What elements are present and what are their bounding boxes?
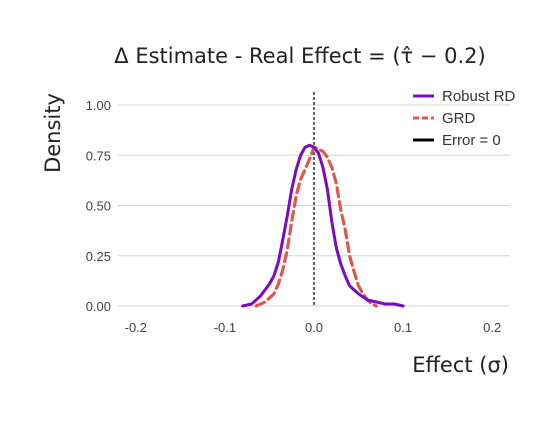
tick-layer: 0.00 0.25 0.50 0.75 1.00 -0.2 -0.1 0.0 0.1 0.2: [86, 98, 502, 335]
legend-label-grd: GRD: [442, 110, 476, 127]
chart-title: Δ Estimate - Real Effect = (τ̂ − 0.2): [114, 44, 485, 68]
y-tick-label: 0.50: [86, 199, 111, 214]
legend-label-robust-rd: Robust RD: [442, 88, 516, 105]
grid-layer: [118, 104, 510, 307]
legend-label-error-zero: Error = 0: [442, 132, 501, 149]
y-axis-label: Density: [41, 93, 65, 173]
x-tick-label: 0.0: [305, 320, 323, 335]
series-line-robust-rd: [241, 143, 405, 308]
legend: Robust RD GRD Error = 0: [413, 88, 516, 149]
y-tick-label: 1.00: [86, 98, 111, 113]
y-tick-label: 0.75: [86, 148, 111, 163]
x-tick-label: 0.1: [394, 320, 412, 335]
x-tick-label: -0.2: [125, 320, 147, 335]
x-tick-label: -0.1: [214, 320, 236, 335]
series-layer: [241, 143, 405, 308]
x-axis-label: Effect (σ): [412, 353, 509, 377]
x-tick-label: 0.2: [483, 320, 501, 335]
series-line-grd: [254, 145, 378, 308]
y-tick-label: 0.25: [86, 249, 111, 264]
y-tick-label: 0.00: [86, 299, 111, 314]
